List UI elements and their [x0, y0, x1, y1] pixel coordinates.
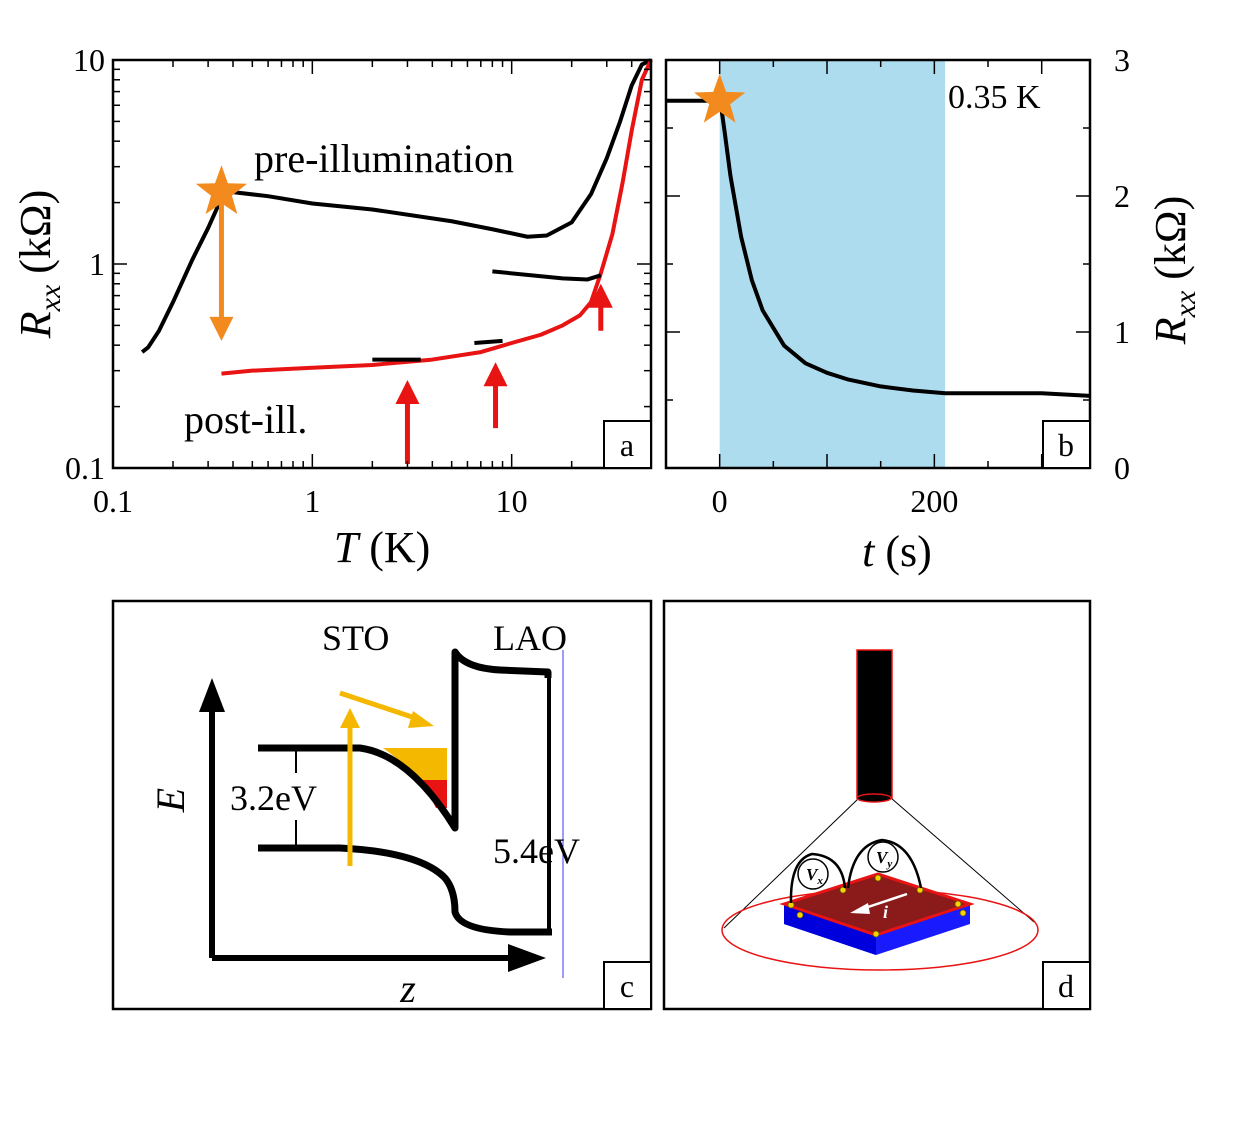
panel-a-letter: a — [620, 427, 634, 463]
z-axis-arrowhead — [508, 944, 546, 972]
fiber-tip — [856, 793, 892, 803]
panel-d-frame — [662, 599, 1092, 1011]
branch-segment-line — [492, 269, 602, 282]
current-arrow — [861, 892, 908, 911]
vx-meter — [797, 858, 829, 890]
optical-fiber — [856, 649, 893, 799]
panel-b: 0 200 0 1 2 3 0.35 K b t (s) Rxx (kΩ) — [664, 42, 1202, 576]
series-line-post-illumination — [221, 59, 653, 376]
y-tick-label: 3 — [1114, 42, 1130, 78]
panel-a-letter-box — [603, 420, 652, 469]
light-cone-left — [723, 797, 860, 929]
contact — [796, 911, 804, 919]
vy-label: Vy — [876, 848, 892, 870]
panel-d-letter-box — [1042, 961, 1091, 1010]
panel-c-letter: c — [620, 968, 634, 1004]
panel-b-xlabel-var: t — [862, 527, 876, 576]
panel-b-annotations — [694, 73, 746, 123]
x-tick-label: 10 — [496, 483, 528, 519]
panel-a-ylabel-unit: (kΩ) — [11, 190, 60, 285]
y-tick-label: 1 — [1114, 314, 1130, 350]
lao-gap-label: 5.4eV — [493, 831, 580, 871]
panel-b-ylabel: Rxx (kΩ) — [1146, 196, 1202, 346]
panel-a-annotations — [195, 165, 613, 464]
contact — [839, 886, 847, 894]
y-tick-label: 2 — [1114, 178, 1130, 214]
orange-arrowhead — [209, 316, 234, 341]
current-label: i — [883, 902, 888, 922]
pre-illumination-label: pre-illumination — [254, 136, 514, 181]
vy-label-sub: y — [885, 858, 892, 870]
panel-a-ticks: 0.1 1 10 0.1 1 10 — [65, 42, 652, 519]
z-axis-label: z — [399, 966, 416, 1011]
panel-a-xlabel-unit: (K) — [358, 523, 430, 572]
panel-d-letter: d — [1058, 968, 1074, 1004]
vx-label: Vx — [806, 865, 823, 887]
panel-b-ylabel-sub: xx — [1169, 290, 1202, 318]
vx-label-sub: x — [816, 875, 823, 887]
star-marker — [694, 73, 746, 123]
panel-c-letter-box — [603, 961, 652, 1010]
star-marker — [195, 165, 248, 214]
illumination-interval — [719, 60, 946, 468]
panel-a-xlabel: T (K) — [334, 523, 431, 572]
contact — [954, 900, 962, 908]
panel-b-letter: b — [1058, 427, 1074, 463]
x-tick-label: 200 — [910, 483, 958, 519]
panel-b-shaded-region — [719, 60, 946, 468]
branch-segment-line — [474, 338, 503, 345]
light-cone-right — [890, 797, 1035, 923]
series-line-pre-illumination — [140, 58, 652, 354]
vx-lead — [789, 852, 847, 904]
electron-transfer-arrowhead — [408, 711, 434, 728]
energy-axis-arrowhead — [199, 678, 225, 712]
y-tick-label: 1 — [89, 246, 105, 282]
energy-axis-label: E — [148, 788, 193, 813]
y-tick-label: 0.1 — [65, 450, 105, 486]
sto-conduction-band — [258, 648, 552, 832]
panel-a-curves — [140, 58, 653, 376]
x-tick-label: 0 — [712, 483, 728, 519]
sample-substrate-side — [784, 904, 876, 955]
vy-label-var: V — [876, 848, 889, 867]
vx-label-var: V — [806, 865, 819, 884]
panel-b-xlabel-unit: (s) — [874, 527, 931, 576]
x-tick-label: 0.1 — [93, 483, 133, 519]
y-tick-label: 0 — [1114, 450, 1130, 486]
panel-a-ylabel: Rxx (kΩ) — [11, 190, 67, 340]
photon-excitation-arrowhead — [340, 708, 360, 728]
contact — [959, 909, 967, 917]
y-tick-label: 10 — [73, 42, 105, 78]
red-arrowhead — [395, 380, 420, 405]
lao-label: LAO — [493, 618, 567, 658]
panel-b-ticks: 0 200 0 1 2 3 — [665, 42, 1130, 519]
vy-lead — [846, 838, 923, 889]
red-arrowhead — [588, 283, 613, 308]
panel-a-xlabel-var: T — [334, 523, 362, 572]
panel-a-ylabel-sub: xx — [34, 284, 67, 312]
panel-b-letter-box — [1042, 420, 1091, 469]
vy-meter — [867, 841, 899, 873]
panel-b-xlabel: t (s) — [862, 527, 932, 576]
panel-b-ylabel-unit: (kΩ) — [1146, 196, 1195, 291]
panel-b-temp-label: 0.35 K — [948, 79, 1041, 116]
sto-label: STO — [322, 618, 389, 658]
electron-transfer-arrow — [339, 690, 419, 722]
contact — [874, 874, 882, 882]
gold-electron-fill — [383, 748, 447, 780]
panel-c: STO LAO 3.2eV 5.4eV E z c — [111, 599, 653, 1011]
contact — [872, 930, 880, 938]
panel-d: Vx Vy i d — [662, 599, 1092, 1011]
red-arrowhead — [483, 362, 508, 387]
post-ill-label: post-ill. — [184, 397, 307, 442]
sto-gap-label: 3.2eV — [230, 778, 317, 818]
x-tick-label: 1 — [304, 483, 320, 519]
panel-c-frame — [111, 599, 653, 1011]
current-arrowhead — [850, 903, 870, 914]
panel-b-ylabel-var: R — [1146, 317, 1195, 345]
panel-a-ylabel-var: R — [11, 311, 60, 339]
sto-valence-band — [258, 844, 552, 936]
